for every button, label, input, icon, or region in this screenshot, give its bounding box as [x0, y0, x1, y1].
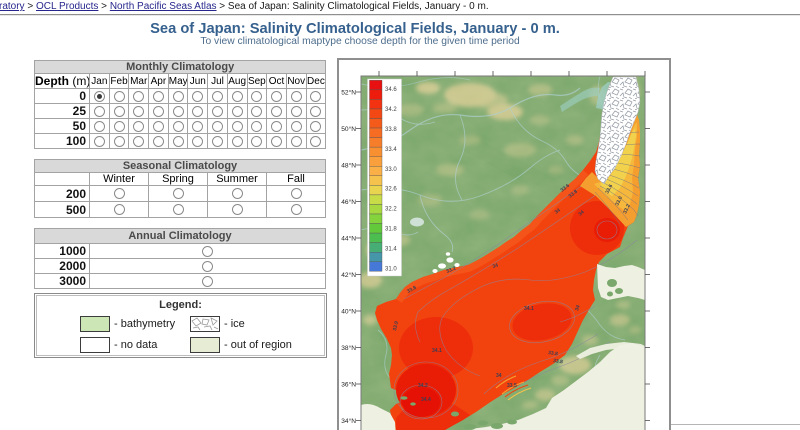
- svg-text:33.9: 33.9: [392, 320, 400, 331]
- svg-text:31.8: 31.8: [385, 227, 397, 233]
- svg-text:46°N: 46°N: [341, 198, 356, 206]
- svg-text:34.1: 34.1: [524, 306, 534, 312]
- svg-text:40°N: 40°N: [341, 308, 356, 316]
- svg-text:33.2: 33.2: [622, 203, 632, 215]
- svg-text:34: 34: [574, 304, 581, 311]
- svg-text:33.6: 33.6: [560, 183, 572, 194]
- svg-text:44°N: 44°N: [341, 235, 356, 243]
- svg-text:34.4: 34.4: [421, 397, 431, 403]
- svg-text:33.0: 33.0: [385, 167, 397, 173]
- svg-text:48°N: 48°N: [341, 162, 356, 170]
- svg-text:32.2: 32.2: [385, 207, 397, 213]
- svg-text:34°N: 34°N: [341, 417, 356, 425]
- svg-text:31.4: 31.4: [385, 246, 397, 252]
- svg-text:42°N: 42°N: [341, 271, 356, 279]
- svg-text:33.4: 33.4: [385, 147, 397, 153]
- svg-text:33.2: 33.2: [446, 266, 457, 275]
- svg-text:34.2: 34.2: [385, 107, 397, 113]
- svg-text:33.8: 33.8: [553, 358, 564, 365]
- svg-text:33.8: 33.8: [548, 350, 559, 357]
- svg-text:32.6: 32.6: [385, 187, 397, 193]
- svg-text:34: 34: [577, 209, 585, 217]
- svg-text:34.2: 34.2: [418, 383, 428, 389]
- svg-text:34: 34: [496, 373, 502, 379]
- svg-text:33.8: 33.8: [406, 285, 418, 295]
- svg-text:52°N: 52°N: [341, 89, 356, 97]
- svg-text:36°N: 36°N: [341, 381, 356, 389]
- svg-text:34: 34: [554, 207, 562, 215]
- svg-text:50°N: 50°N: [341, 125, 356, 133]
- svg-text:34.6: 34.6: [385, 87, 397, 93]
- svg-text:34.1: 34.1: [432, 348, 442, 354]
- svg-text:33.0: 33.0: [614, 195, 624, 207]
- svg-text:38°N: 38°N: [341, 344, 356, 352]
- svg-text:31.0: 31.0: [385, 266, 397, 272]
- svg-text:33.8: 33.8: [385, 127, 397, 133]
- svg-text:33.6: 33.6: [604, 183, 614, 195]
- svg-text:34: 34: [492, 263, 499, 270]
- svg-text:33.8: 33.8: [568, 189, 580, 200]
- svg-text:33.5: 33.5: [507, 383, 517, 389]
